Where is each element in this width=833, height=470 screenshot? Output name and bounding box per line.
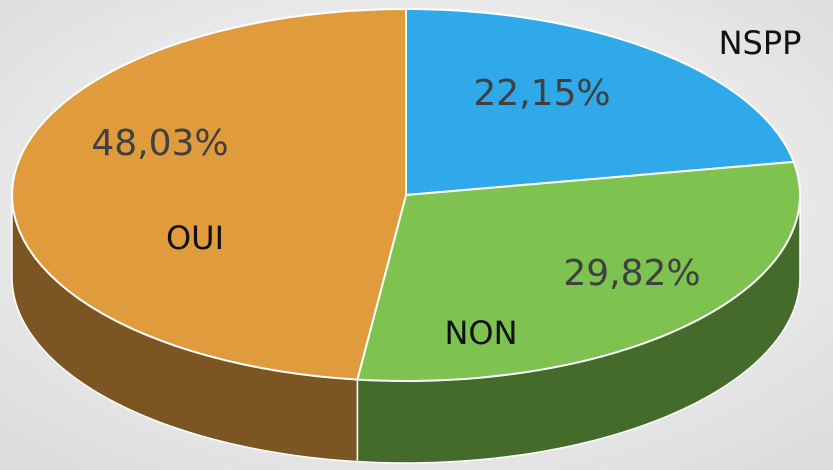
pie-tops [11, 7, 801, 383]
pie-labels: NSPP 22,15% NON 29,82% OUI 48,03% [91, 24, 801, 352]
value-label: 48,03% [91, 123, 228, 164]
slice [11, 7, 407, 381]
value-label: 22,15% [473, 73, 610, 114]
category-label: NSPP [719, 24, 802, 62]
category-label: OUI [166, 219, 224, 257]
category-label: NON [444, 314, 517, 352]
value-label: 29,82% [563, 253, 700, 294]
slice [405, 7, 796, 197]
slice [356, 160, 801, 383]
